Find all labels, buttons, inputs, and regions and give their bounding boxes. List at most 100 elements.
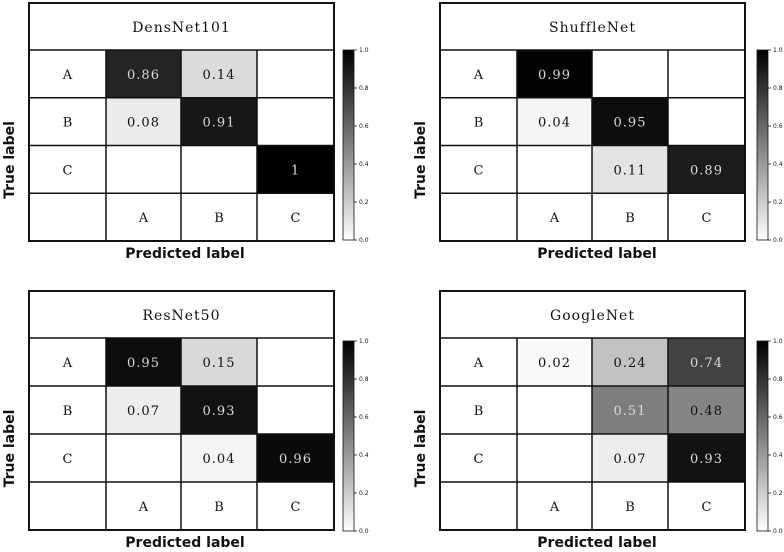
colorbar-tick-label: 0.0 [773,237,783,244]
matrix-cell [181,338,257,386]
colorbar-tick-label: 0.6 [773,123,783,130]
panel-title: ShuffleNet [549,20,636,36]
cell-value-label: 0.95 [614,116,647,131]
matrix-cell [257,97,334,146]
confusion-panel-4: 0.02 0.24 0.74 0.51 0.48 0.07 0.93 GoogleNet A B C… [413,290,783,551]
cell-value-label: 0.08 [127,116,160,131]
y-axis-label: True label [2,410,18,488]
cell-value-label: 0.89 [690,163,723,178]
x-axis-label: Predicted label [125,246,244,262]
column-label: C [702,500,712,515]
matrix-cell [517,50,592,98]
matrix-cell [668,145,745,194]
matrix-cell [181,386,257,434]
cell-value-label: 0.11 [614,163,647,178]
colorbar-tick-label: 1.0 [359,47,369,54]
y-axis-label: True label [2,121,18,199]
row-label: A [62,68,73,83]
colorbar-tick-label: 1.0 [773,47,783,54]
matrix-cell [106,338,181,386]
colorbar [342,49,355,241]
column-label: B [625,211,635,226]
matrix-cell [592,386,668,434]
colorbar-tick-label: 0.6 [359,123,369,130]
matrix-cell [517,386,592,434]
row-label: B [474,404,484,419]
row-label: B [63,404,73,419]
row-label: B [474,116,484,131]
y-axis-label: True label [413,121,429,199]
confusion-panel-2: 0.99 0.04 0.95 0.11 0.89 ShuffleNet A B C A B C Pred… [413,2,783,262]
matrix-cell [592,50,668,98]
cell-value-label: 0.95 [127,356,160,371]
colorbar-tick-label: 0.4 [359,452,369,459]
matrix-cell [592,97,668,146]
x-axis-label: Predicted label [537,246,656,262]
cell-value-label: 0.07 [127,404,160,419]
colorbar-tick-label: 1.0 [773,338,783,345]
column-label: B [214,211,224,226]
column-label: A [549,211,560,226]
colorbar [756,340,769,532]
cell-value-label: 0.14 [203,68,236,83]
cell-value-label: 0.74 [690,356,723,371]
cell-value-label: 0.93 [690,452,723,467]
cell-value-label: 0.93 [203,404,236,419]
colorbar-tick-label: 0.8 [773,376,783,383]
row-label: C [474,163,484,178]
cell-value-label: 0.15 [203,356,236,371]
confusion-panel-3: 0.95 0.15 0.07 0.93 0.04 0.96 ResNet50 A B C A B C Pr… [2,290,369,551]
matrix-cell [668,386,745,434]
matrix-cell [181,97,257,146]
matrix-cell [592,434,668,482]
matrix-cell [257,50,334,98]
colorbar-tick-label: 0.0 [359,528,369,535]
cell-value-label: 0.48 [690,404,723,419]
column-label: C [291,211,301,226]
colorbar-tick-label: 0.6 [773,414,783,421]
matrix-cell [517,97,592,146]
matrix-cell [106,145,181,194]
cell-value-label: 0.86 [127,68,160,83]
column-label: A [138,500,149,515]
matrix-cell [592,338,668,386]
matrix-cell [668,338,745,386]
row-label: A [473,356,484,371]
matrix-cell [106,50,181,98]
matrix-cell [517,434,592,482]
matrix-cell [106,434,181,482]
column-label: C [702,211,712,226]
column-label: A [138,211,149,226]
cell-value-label: 0.07 [614,452,647,467]
row-label: C [474,452,484,467]
matrix-cell [592,145,668,194]
row-label: A [62,356,73,371]
matrix-cell [181,434,257,482]
row-label: C [63,163,73,178]
matrix-cell [257,386,334,434]
cell-value-label: 0.04 [538,116,571,131]
panel-title: ResNet50 [143,308,221,324]
column-label: A [549,500,560,515]
colorbar-tick-label: 0.0 [773,528,783,535]
column-label: B [214,500,224,515]
colorbar-tick-label: 0.8 [773,85,783,92]
colorbar [342,340,355,532]
colorbar-tick-label: 0.6 [359,414,369,421]
y-axis-label: True label [413,410,429,488]
colorbar-tick-label: 0.4 [773,161,783,168]
matrix-cell [517,338,592,386]
colorbar-tick-label: 0.4 [359,161,369,168]
colorbar [756,49,769,241]
cell-value-label: 0.96 [279,452,312,467]
colorbar-tick-label: 0.2 [773,490,783,497]
matrix-cell [257,338,334,386]
row-label: C [63,452,73,467]
colorbar-tick-label: 0.0 [359,237,369,244]
colorbar-tick-label: 0.2 [359,490,369,497]
cell-value-label: 0.24 [614,356,647,371]
matrix-cell [257,145,334,194]
matrix-cell [517,145,592,194]
panel-title: DensNet101 [132,20,231,36]
